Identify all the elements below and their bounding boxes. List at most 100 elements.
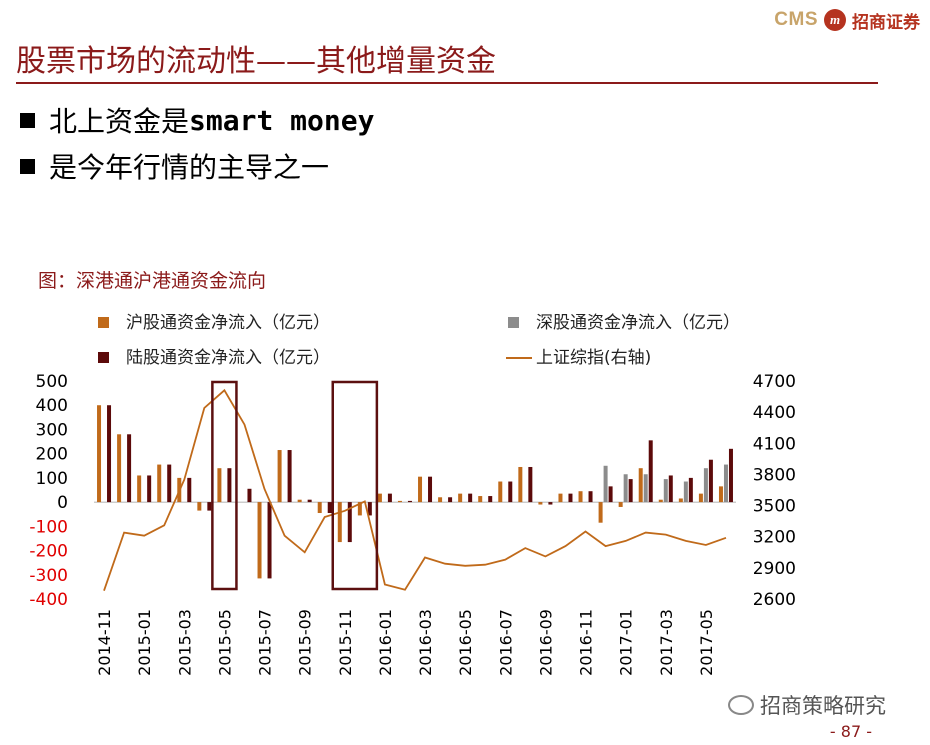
y-left-tick-label: -400 — [29, 590, 68, 610]
bar-sgt — [723, 464, 728, 503]
bar-hgt — [297, 499, 302, 503]
logo-text-cn: 招商证券 — [852, 12, 920, 33]
bar-north — [247, 488, 252, 503]
cms-logo: CMS m 招商证券 — [774, 6, 920, 34]
x-tick-label: 2015-03 — [175, 609, 194, 676]
x-tick-label: 2014-11 — [95, 609, 114, 676]
bar-hgt — [658, 499, 663, 503]
bar-sgt — [663, 479, 668, 503]
x-tick-label: 2016-01 — [376, 609, 395, 676]
x-tick-label: 2016-05 — [456, 609, 475, 676]
bar-north — [227, 468, 232, 503]
legend-swatch-1 — [508, 317, 519, 328]
bar-north — [548, 502, 553, 505]
bar-north — [528, 466, 533, 503]
y-left-tick-label: 400 — [36, 396, 68, 416]
bar-hgt — [157, 464, 162, 503]
index-line — [103, 388, 727, 591]
bar-north — [568, 493, 573, 503]
bar-hgt — [317, 502, 322, 514]
footer-watermark: 招商策略研究 — [728, 690, 886, 720]
bullet-2-text: 是今年行情的主导之一 — [49, 151, 330, 184]
bar-hgt — [538, 502, 543, 505]
y-right-tick-label: 3500 — [753, 497, 796, 517]
bar-north — [267, 502, 272, 579]
legend-label: 沪股通资金净流入（亿元） — [126, 313, 330, 333]
legend-label: 深股通资金净流入（亿元） — [536, 313, 740, 333]
bullet-1-text: 北上资金是 — [49, 105, 190, 138]
y-right-tick-label: 2600 — [753, 590, 796, 610]
bar-sgt — [603, 465, 608, 503]
bar-north — [407, 500, 412, 503]
bar-hgt — [117, 434, 122, 503]
square-bullet-icon — [20, 158, 35, 174]
bar-north — [187, 477, 192, 503]
x-tick-label: 2015-07 — [256, 609, 275, 676]
bar-hgt — [498, 481, 503, 503]
bar-hgt — [438, 497, 443, 503]
bar-north — [608, 486, 613, 503]
y-left-tick-label: -200 — [29, 542, 68, 562]
bar-hgt — [97, 405, 102, 503]
bar-hgt — [718, 486, 723, 503]
y-right-tick-label: 3200 — [753, 528, 796, 548]
y-right-tick-label: 3800 — [753, 465, 796, 485]
bar-hgt — [377, 493, 382, 503]
bar-hgt — [638, 468, 643, 503]
x-tick-label: 2017-01 — [617, 609, 636, 676]
y-left-tick-label: 100 — [36, 469, 68, 489]
bar-hgt — [418, 476, 423, 503]
bar-hgt — [578, 491, 583, 503]
x-tick-label: 2017-03 — [657, 609, 676, 676]
page-number: - 87 - — [829, 722, 872, 741]
y-left-tick-label: 500 — [36, 372, 68, 392]
bar-north — [708, 459, 713, 503]
y-left-tick-label: 200 — [36, 445, 68, 465]
bar-north — [127, 434, 132, 503]
fund-flow-chart: 沪股通资金净流入（亿元） 深股通资金净流入（亿元） 陆股通资金净流入（亿元） 上证综指… — [29, 313, 796, 676]
bar-sgt — [623, 474, 628, 503]
y-right-tick-label: 4700 — [753, 372, 796, 392]
y-left-tick-label: 300 — [36, 420, 68, 440]
bar-north — [327, 502, 332, 514]
x-tick-label: 2015-05 — [215, 609, 234, 676]
y-right-tick-label: 2900 — [753, 559, 796, 579]
bar-hgt — [558, 493, 563, 503]
wechat-icon — [728, 695, 754, 715]
bar-north — [147, 475, 152, 503]
bar-hgt — [397, 500, 402, 503]
x-tick-label: 2017-05 — [697, 609, 716, 676]
bar-north — [207, 502, 212, 511]
bar-hgt — [137, 475, 142, 503]
x-tick-label: 2016-07 — [496, 609, 515, 676]
bar-north — [488, 496, 493, 503]
bar-hgt — [217, 468, 222, 503]
bar-hgt — [458, 493, 463, 503]
x-tick-label: 2015-09 — [296, 609, 315, 676]
bar-hgt — [357, 502, 362, 516]
bar-north — [287, 450, 292, 503]
x-tick-label: 2015-11 — [336, 609, 355, 676]
bar-north — [307, 499, 312, 503]
bar-north — [668, 475, 673, 503]
bar-hgt — [618, 502, 623, 507]
bar-sgt — [683, 481, 688, 503]
bar-hgt — [478, 496, 483, 503]
bar-north — [728, 448, 733, 503]
bar-north — [508, 481, 513, 503]
bar-hgt — [257, 502, 262, 579]
x-tick-label: 2015-01 — [135, 609, 154, 676]
bar-north — [167, 464, 172, 503]
bar-hgt — [277, 450, 282, 503]
legend-swatch-2 — [98, 352, 109, 363]
highlight-box-2 — [331, 380, 379, 591]
bar-north — [688, 477, 693, 503]
logo-text-en: CMS — [774, 9, 818, 30]
bar-north — [387, 493, 392, 503]
figure-title: 图：深港通沪港通资金流向 — [38, 270, 267, 292]
x-tick-label: 2016-11 — [577, 609, 596, 676]
bar-north — [468, 493, 473, 503]
bar-hgt — [698, 493, 703, 503]
bullet-1-code: smart money — [189, 103, 375, 137]
bar-hgt — [678, 498, 683, 503]
